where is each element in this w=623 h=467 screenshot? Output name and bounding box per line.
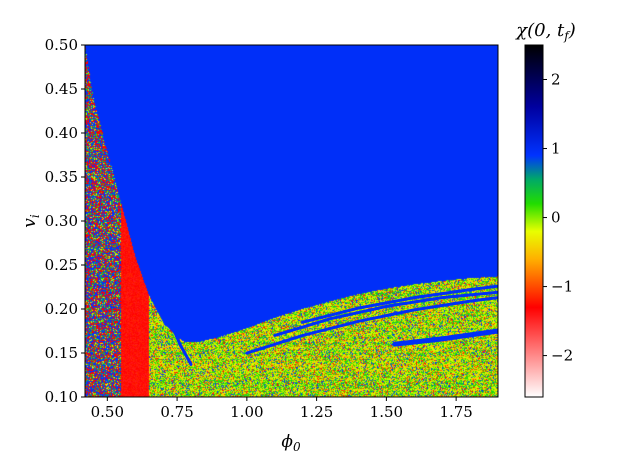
y-tick-label: 0.35 xyxy=(45,168,78,186)
y-tick-label: 0.45 xyxy=(45,80,78,98)
colorbar-tick-label: 2 xyxy=(551,71,561,89)
colorbar-ticks: −2 −1 0 1 2 xyxy=(543,71,573,365)
colorbar: −2 −1 0 1 2 χ(0, tf) xyxy=(514,20,576,398)
y-axis-label: vi xyxy=(20,214,42,228)
heatmap-stripe xyxy=(245,296,498,355)
y-tick-label: 0.20 xyxy=(45,300,78,318)
y-tick-label: 0.40 xyxy=(45,124,78,142)
x-tick-label: 0.50 xyxy=(91,403,124,421)
y-tick-label: 0.15 xyxy=(45,344,78,362)
heatmap-image xyxy=(85,45,498,397)
x-tick-label: 1.00 xyxy=(230,403,263,421)
heatmap-stripe xyxy=(273,290,498,337)
colorbar-gradient xyxy=(524,44,544,398)
x-tick-label: 0.75 xyxy=(160,403,193,421)
heatmap-stripe xyxy=(150,272,193,366)
y-axis-ticks: 0.10 0.15 0.20 0.25 0.30 0.35 0.40 0.45 0.50 xyxy=(45,36,85,406)
colorbar-tick-label: −1 xyxy=(551,278,573,296)
x-tick-label: 1.75 xyxy=(439,403,472,421)
x-axis-ticks: 0.50 0.75 1.00 1.25 1.50 1.75 xyxy=(91,397,473,421)
colorbar-tick-label: 0 xyxy=(551,209,561,227)
x-tick-label: 1.25 xyxy=(300,403,333,421)
y-tick-label: 0.30 xyxy=(45,212,78,230)
x-tick-label: 1.50 xyxy=(370,403,403,421)
colorbar-label: χ(0, tf) xyxy=(514,20,576,43)
stripe-layer xyxy=(150,272,498,366)
heatmap-plot-area xyxy=(85,45,498,397)
y-tick-label: 0.10 xyxy=(45,388,78,406)
y-tick-label: 0.25 xyxy=(45,256,78,274)
x-axis-label: ϕ0 xyxy=(281,432,301,454)
y-tick-label: 0.50 xyxy=(45,36,78,54)
colorbar-tick-label: 1 xyxy=(551,140,561,158)
heatmap-stripe xyxy=(301,284,498,324)
colorbar-tick-label: −2 xyxy=(551,347,573,365)
heatmap-stripe xyxy=(392,328,498,347)
